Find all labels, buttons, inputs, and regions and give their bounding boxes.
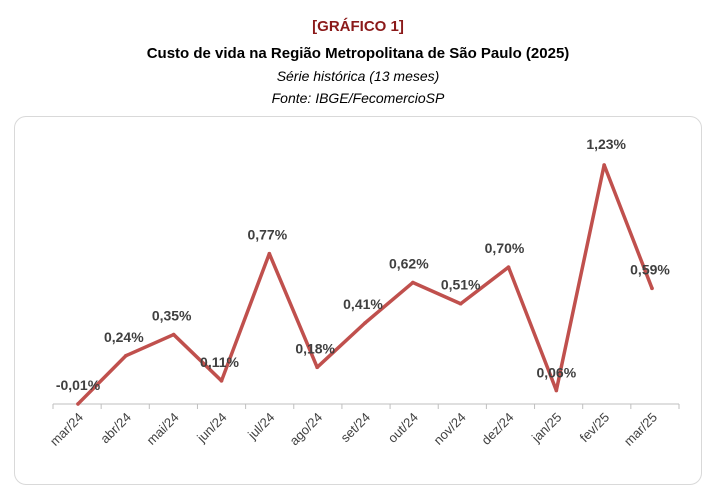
chart-tag: [GRÁFICO 1] (312, 18, 404, 35)
data-label: 0,18% (295, 340, 335, 356)
data-point (171, 332, 176, 337)
data-label: 0,41% (343, 296, 383, 312)
data-point (458, 301, 463, 306)
data-label: 0,77% (247, 227, 287, 243)
data-label: 1,23% (586, 136, 626, 152)
x-tick-label: nov/24 (431, 410, 469, 448)
data-point (411, 280, 415, 285)
chart-frame (14, 116, 702, 485)
data-point (76, 402, 80, 406)
chart-title: Custo de vida na Região Metropolitana de… (146, 45, 570, 62)
data-point (267, 251, 272, 256)
x-tick-label: jul/24 (244, 410, 277, 443)
data-label: 0,06% (536, 364, 576, 380)
x-tick-label: abr/24 (97, 410, 134, 447)
data-label: 0,24% (104, 329, 144, 345)
x-tick-label: mar/24 (47, 410, 86, 449)
data-label: 0,70% (485, 240, 525, 256)
data-point (124, 353, 128, 358)
data-point (602, 163, 606, 167)
x-tick-label: mai/24 (144, 410, 182, 448)
data-label: 0,62% (389, 256, 429, 272)
data-point (219, 379, 224, 383)
x-tick-label: dez/24 (478, 410, 516, 448)
data-point (650, 286, 654, 291)
x-tick-label: jan/25 (528, 410, 564, 446)
data-point (315, 365, 319, 370)
x-tick-label: jun/24 (193, 410, 229, 446)
chart-source: Fonte: IBGE/FecomercioSP (271, 90, 445, 106)
data-point (363, 321, 367, 325)
data-label: 0,59% (630, 261, 670, 277)
data-label: -0,01% (56, 377, 101, 393)
data-label: 0,11% (200, 354, 239, 370)
data-label: 0,35% (152, 308, 192, 324)
chart-subtitle: Série histórica (13 meses) (276, 68, 440, 84)
x-tick-label: ago/24 (287, 410, 326, 449)
x-tick-label: out/24 (385, 410, 421, 446)
data-point (554, 388, 559, 393)
data-label: 0,51% (441, 277, 481, 293)
data-point (506, 265, 511, 269)
x-tick-label: set/24 (337, 410, 373, 446)
x-tick-label: mar/25 (621, 410, 660, 449)
x-tick-label: fev/25 (577, 410, 613, 446)
